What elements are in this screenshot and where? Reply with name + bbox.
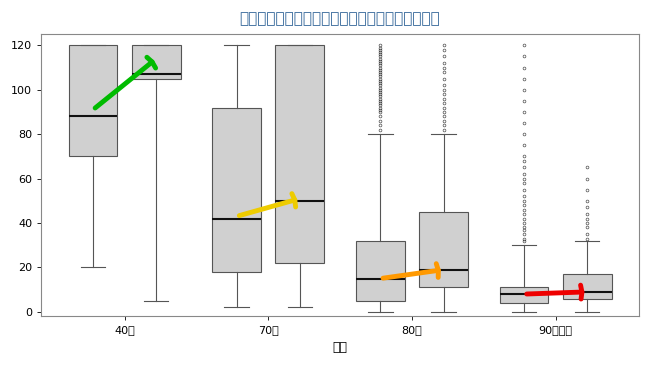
PathPatch shape	[563, 274, 612, 299]
X-axis label: 年代: 年代	[333, 341, 348, 354]
PathPatch shape	[212, 108, 261, 272]
PathPatch shape	[500, 287, 549, 303]
PathPatch shape	[356, 241, 405, 301]
PathPatch shape	[68, 45, 118, 156]
PathPatch shape	[419, 212, 468, 287]
Title: 図４　参加回数と開眼片足立ち時間の年代別推移: 図４ 参加回数と開眼片足立ち時間の年代別推移	[240, 11, 441, 26]
PathPatch shape	[132, 45, 181, 78]
PathPatch shape	[276, 45, 324, 263]
